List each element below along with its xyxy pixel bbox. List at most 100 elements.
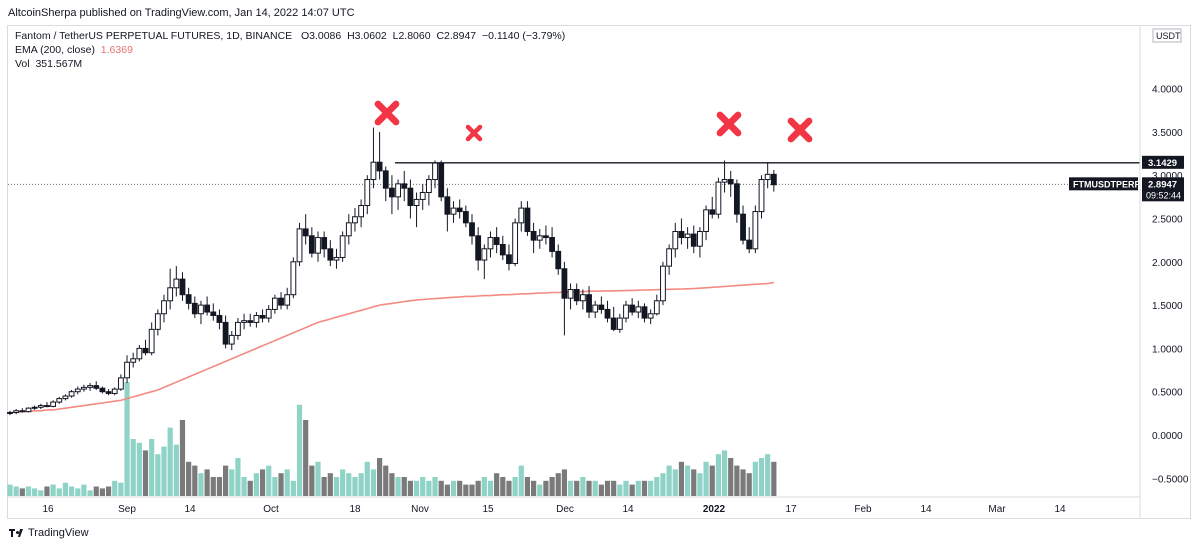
volume-bar bbox=[75, 488, 81, 496]
candle-body bbox=[506, 254, 512, 265]
candle-body bbox=[278, 297, 284, 306]
volume-value: 351.567M bbox=[35, 58, 83, 70]
candle bbox=[425, 175, 432, 206]
candle bbox=[210, 303, 217, 321]
candle-body bbox=[364, 179, 371, 207]
candle bbox=[518, 201, 525, 232]
volume-bar bbox=[204, 469, 210, 496]
candle-body bbox=[592, 304, 599, 313]
price-axis: 4.0000 3.5000 3.0000 2.5000 2.0000 1.5000 1.00… bbox=[1139, 26, 1189, 518]
candle-body bbox=[709, 209, 716, 215]
volume-bar bbox=[721, 450, 728, 496]
volume-bar bbox=[531, 480, 537, 496]
candle-body bbox=[752, 211, 759, 250]
volume-bar bbox=[487, 480, 494, 496]
volume-bar bbox=[678, 461, 685, 496]
candle bbox=[469, 214, 475, 245]
volume-bar bbox=[93, 486, 99, 496]
candle-body bbox=[247, 320, 254, 323]
x-stroke bbox=[787, 117, 813, 143]
candle bbox=[604, 300, 611, 323]
time-tick-label: Sep bbox=[118, 504, 136, 515]
candle-body bbox=[13, 410, 20, 413]
candle-body bbox=[56, 398, 63, 403]
candle-body bbox=[764, 173, 771, 181]
candle-body bbox=[290, 261, 297, 296]
volume-bar bbox=[173, 444, 179, 496]
volume-bar bbox=[641, 480, 648, 496]
volume-bar bbox=[524, 477, 531, 496]
volume-bar bbox=[580, 477, 586, 496]
candle-body bbox=[222, 321, 229, 345]
time-tick-label: Feb bbox=[854, 504, 872, 515]
candle-body bbox=[382, 170, 389, 189]
candle-body bbox=[469, 222, 475, 237]
candle bbox=[721, 160, 728, 193]
candle bbox=[7, 410, 13, 416]
candle-body bbox=[161, 300, 167, 315]
candle-body bbox=[179, 278, 186, 296]
volume-bar bbox=[592, 480, 598, 496]
candle bbox=[746, 227, 753, 254]
candle bbox=[499, 235, 506, 261]
candle-body bbox=[191, 302, 198, 315]
currency-label: USDT bbox=[1156, 31, 1181, 41]
candle bbox=[561, 261, 568, 336]
candle bbox=[308, 227, 315, 258]
volume-bar bbox=[186, 461, 192, 496]
candle-body bbox=[678, 230, 685, 239]
candle-body bbox=[419, 192, 426, 200]
candle-body bbox=[672, 230, 679, 250]
volume-bar bbox=[715, 454, 721, 496]
candle-body bbox=[401, 183, 408, 189]
candle bbox=[684, 227, 691, 249]
candle bbox=[216, 309, 223, 330]
candle bbox=[709, 196, 716, 219]
volume-bar bbox=[395, 477, 401, 496]
candle bbox=[382, 166, 389, 202]
candle bbox=[635, 300, 642, 319]
volume-bar bbox=[611, 480, 617, 496]
candle bbox=[462, 205, 469, 228]
red-x-marker-icon bbox=[716, 111, 742, 137]
candle bbox=[530, 222, 537, 254]
candle-body bbox=[241, 320, 247, 323]
candle-body bbox=[487, 237, 494, 250]
candle bbox=[247, 313, 254, 327]
candle-body bbox=[265, 308, 272, 319]
candle bbox=[290, 257, 297, 299]
candle bbox=[352, 208, 358, 232]
volume-bar bbox=[87, 490, 93, 496]
volume-bar bbox=[506, 480, 512, 496]
volume-bar bbox=[543, 480, 549, 496]
candle-body bbox=[117, 377, 124, 390]
volume-bar bbox=[586, 480, 592, 496]
candle-body bbox=[721, 179, 728, 183]
x-stroke bbox=[374, 100, 400, 126]
candle-body bbox=[450, 207, 457, 215]
volume-bar bbox=[56, 488, 62, 496]
volume-bar bbox=[660, 473, 666, 496]
volume-bar bbox=[420, 477, 426, 496]
candle bbox=[623, 300, 629, 323]
volume-bar bbox=[549, 477, 555, 496]
last-price-label: 2.8947 bbox=[1148, 179, 1177, 190]
candle-body bbox=[185, 294, 192, 304]
publisher-attribution: AltcoinSherpa published on TradingView.c… bbox=[8, 7, 355, 19]
volume-bar bbox=[247, 480, 253, 496]
candle-body bbox=[573, 289, 580, 302]
candle-body bbox=[407, 187, 414, 207]
volume-bar bbox=[561, 469, 567, 496]
volume-bar bbox=[229, 469, 235, 496]
candle bbox=[376, 131, 383, 180]
volume-bar bbox=[7, 484, 13, 496]
candle bbox=[37, 403, 44, 410]
candle bbox=[253, 312, 260, 328]
candle-body bbox=[296, 228, 303, 263]
candle bbox=[536, 228, 543, 249]
price-tick-label: 1.0000 bbox=[1152, 344, 1183, 355]
candle bbox=[733, 179, 740, 223]
volume-bar bbox=[149, 439, 155, 496]
candle-body bbox=[167, 287, 174, 302]
